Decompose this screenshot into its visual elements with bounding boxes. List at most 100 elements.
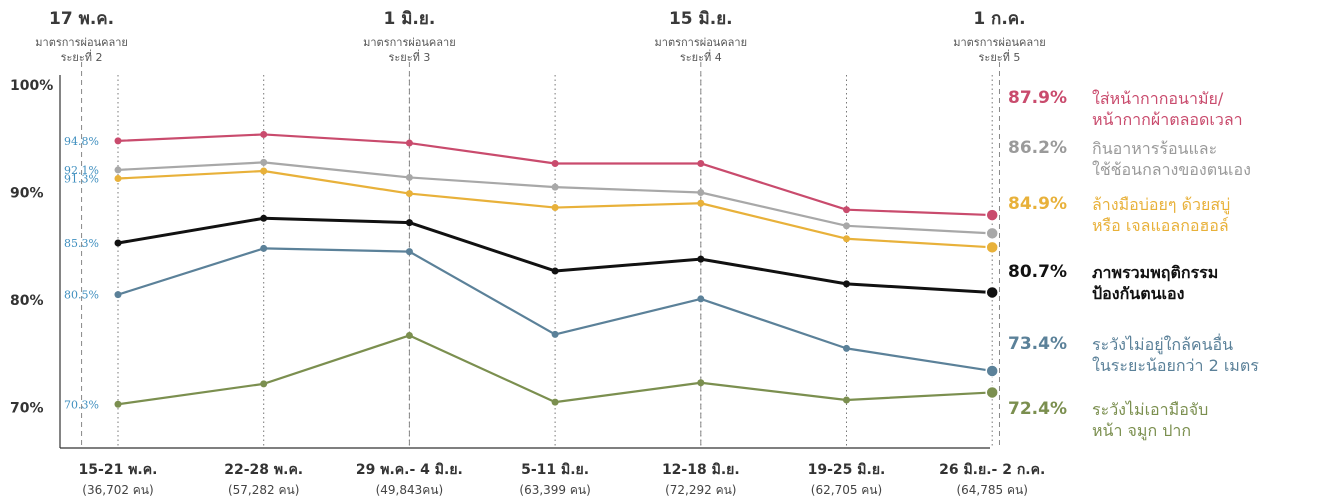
legend-series-name: ระวังไม่เอามือจับหน้า จมูก ปาก: [1092, 399, 1312, 441]
legend-end-value: 72.4%: [1008, 399, 1067, 419]
data-point: [551, 183, 559, 191]
phase-date: 15 มิ.ย.: [669, 9, 733, 29]
data-point: [551, 267, 559, 275]
legend-end-value: 73.4%: [1008, 334, 1067, 354]
x-tick-label: 26 มิ.ย.- 2 ก.ค.: [939, 462, 1045, 478]
legend-series-name-line: ใส่หน้ากากอนามัย/: [1092, 89, 1224, 108]
data-point: [843, 344, 850, 352]
y-tick-label: 70%: [10, 401, 44, 417]
start-value-label: 80.5%: [64, 289, 99, 302]
x-tick-label: 22-28 พ.ค.: [224, 462, 303, 478]
legend-end-value: 87.9%: [1008, 88, 1067, 108]
start-value-label: 91.3%: [64, 173, 99, 186]
start-value-label: 70.3%: [64, 398, 99, 411]
data-point: [260, 214, 268, 222]
data-point: [697, 189, 705, 196]
x-tick-sublabel: (62,705 คน): [811, 483, 882, 497]
x-tick-sublabel: (36,702 คน): [82, 483, 153, 497]
x-tick-sublabel: (63,399 คน): [519, 483, 590, 497]
legend-series-name-line: ภาพรวมพฤติกรรม: [1092, 263, 1219, 282]
legend-series-name-line: ในระยะน้อยกว่า 2 เมตร: [1092, 356, 1259, 375]
start-value-label: 94.8%: [64, 135, 99, 148]
data-point: [114, 166, 122, 174]
phase-label: มาตรการผ่อนคลาย: [363, 36, 456, 49]
data-point: [114, 239, 122, 247]
data-point: [697, 379, 705, 387]
legend-series-name-line: ป้องกันตนเอง: [1092, 284, 1185, 303]
data-point: [114, 291, 122, 299]
data-point: [551, 204, 559, 212]
legend-item: 84.9% ล้างมือบ่อยๆ ด้วยสบู่ หรือ เจลแอลกอฮ…: [1008, 194, 1312, 236]
legend-series-name: กินอาหารร้อนและใช้ช้อนกลางของตนเอง: [1092, 138, 1312, 180]
data-point: [551, 398, 559, 406]
x-tick-sublabel: (49,843คน): [376, 483, 444, 497]
legend-series-name-line: ระวังไม่เอามือจับ: [1092, 400, 1209, 419]
phase-label: มาตรการผ่อนคลาย: [655, 36, 748, 49]
data-point: [405, 173, 413, 181]
legend-series-name-line: กินอาหารร้อนและ: [1092, 139, 1218, 158]
data-point: [697, 159, 705, 167]
data-point: [260, 244, 268, 252]
data-point: [405, 331, 413, 339]
data-point: [985, 364, 999, 378]
legend-series-name: ระวังไม่อยู่ใกล้คนอื่นในระยะน้อยกว่า 2 เ…: [1092, 334, 1312, 376]
legend-series-name-line: ใช้ช้อนกลางของตนเอง: [1092, 160, 1251, 179]
data-point: [551, 159, 559, 167]
data-point: [985, 208, 999, 222]
legend-series-name: ภาพรวมพฤติกรรมป้องกันตนเอง: [1092, 262, 1312, 304]
legend-series-name-line: หน้ากากผ้าตลอดเวลา: [1092, 110, 1243, 129]
legend-item: 80.7% ภาพรวมพฤติกรรมป้องกันตนเอง: [1008, 262, 1312, 304]
x-tick-sublabel: (64,785 คน): [956, 483, 1027, 497]
phase-label: ระยะที่ 2: [61, 49, 103, 64]
legend-series-name: ล้างมือบ่อยๆ ด้วยสบู่ หรือ เจลแอลกอฮอล์: [1092, 194, 1312, 236]
data-point: [405, 139, 413, 147]
phase-date: 1 มิ.ย.: [383, 9, 435, 29]
data-point: [551, 330, 559, 338]
data-point: [405, 219, 413, 227]
data-point: [843, 206, 850, 214]
legend-item: 73.4% ระวังไม่อยู่ใกล้คนอื่นในระยะน้อยกว่…: [1008, 334, 1312, 376]
data-point: [260, 130, 268, 138]
data-point: [985, 240, 999, 255]
legend-end-value: 80.7%: [1008, 262, 1067, 282]
legend-end-value: 86.2%: [1008, 138, 1067, 158]
data-point: [843, 280, 850, 288]
x-tick-label: 5-11 มิ.ย.: [521, 462, 589, 478]
start-value-label: 92.1%: [64, 164, 99, 177]
phase-label: ระยะที่ 3: [388, 49, 430, 64]
data-point: [260, 167, 268, 175]
x-tick-label: 15-21 พ.ค.: [79, 462, 158, 478]
legend-series-name-line: ระวังไม่อยู่ใกล้คนอื่น: [1092, 335, 1234, 354]
data-point: [697, 295, 705, 303]
phase-date: 17 พ.ค.: [49, 9, 114, 29]
legend-end-value: 84.9%: [1008, 194, 1067, 214]
phase-label: มาตรการผ่อนคลาย: [35, 36, 128, 49]
data-point: [843, 235, 850, 243]
data-point: [843, 222, 850, 230]
x-tick-label: 12-18 มิ.ย.: [662, 462, 740, 478]
data-point: [697, 199, 705, 207]
data-point: [405, 190, 413, 198]
phase-label: มาตรการผ่อนคลาย: [953, 36, 1046, 49]
data-point: [114, 137, 122, 145]
y-tick-label: 80%: [10, 293, 44, 309]
data-point: [260, 158, 268, 166]
x-tick-sublabel: (72,292 คน): [665, 483, 736, 497]
x-tick-label: 29 พ.ค.- 4 มิ.ย.: [356, 462, 463, 478]
legend-item: 72.4% ระวังไม่เอามือจับหน้า จมูก ปาก: [1008, 399, 1312, 441]
data-point: [114, 175, 122, 183]
data-point: [697, 255, 705, 263]
legend-series-name-line: หน้า จมูก ปาก: [1092, 421, 1192, 440]
data-point: [260, 380, 268, 388]
legend-item: 87.9% ใส่หน้ากากอนามัย/หน้ากากผ้าตลอดเวลา: [1008, 88, 1312, 130]
legend-series-name: ใส่หน้ากากอนามัย/หน้ากากผ้าตลอดเวลา: [1092, 88, 1312, 130]
data-point: [985, 285, 999, 300]
data-point: [985, 226, 999, 241]
data-point: [114, 400, 122, 408]
legend-item: 86.2% กินอาหารร้อนและใช้ช้อนกลางของตนเอง: [1008, 138, 1312, 180]
phase-label: ระยะที่ 5: [979, 49, 1021, 64]
phase-label: ระยะที่ 4: [680, 49, 722, 64]
y-tick-label: 100%: [10, 78, 53, 94]
data-point: [405, 248, 413, 256]
data-point: [985, 385, 999, 400]
